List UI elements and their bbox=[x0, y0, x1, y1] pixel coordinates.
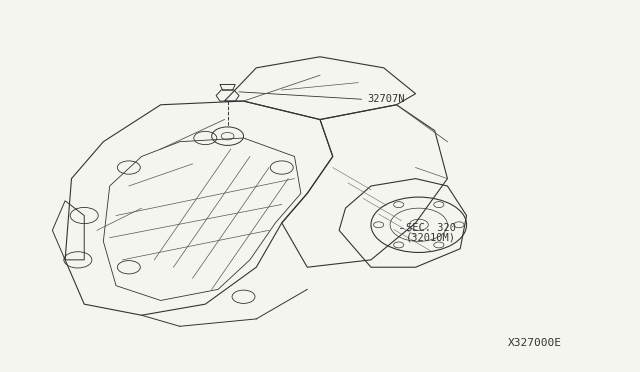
Text: 32707N: 32707N bbox=[368, 94, 405, 104]
Text: X327000E: X327000E bbox=[508, 339, 562, 349]
Text: (32010M): (32010M) bbox=[406, 233, 456, 243]
Text: SEC. 320: SEC. 320 bbox=[406, 224, 456, 234]
